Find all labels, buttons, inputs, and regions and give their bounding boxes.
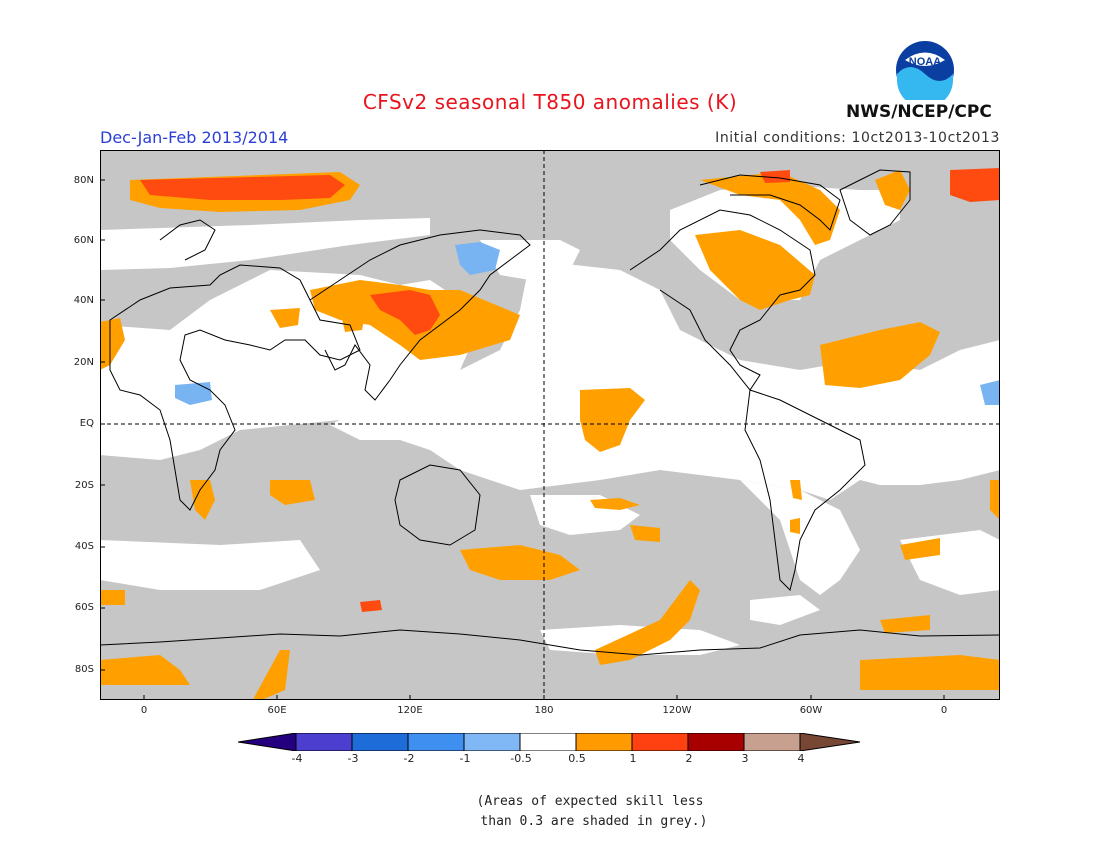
legend-swatch xyxy=(295,733,353,751)
coastlines xyxy=(100,169,1000,656)
noaa-logo-text: NOAA xyxy=(909,56,941,68)
lat-label: 20N xyxy=(73,357,94,368)
positive-anomaly-regions xyxy=(100,170,1000,700)
legend-label: -2 xyxy=(403,752,415,765)
axis-ticks xyxy=(100,179,945,700)
anomaly-map xyxy=(100,150,1000,700)
legend-cells xyxy=(295,733,801,751)
lon-label: 180 xyxy=(534,705,554,716)
legend-label: -3 xyxy=(347,752,359,765)
strong-anomaly-regions xyxy=(140,168,1000,612)
legend-label: 1 xyxy=(629,752,637,765)
noaa-logo: NOAA xyxy=(896,41,954,100)
lat-label: 60N xyxy=(73,235,94,246)
map-title: CFSv2 seasonal T850 anomalies (K) xyxy=(362,90,738,114)
lon-label: 60W xyxy=(799,705,823,716)
lat-label: 20S xyxy=(74,480,94,491)
legend-swatch xyxy=(575,733,633,751)
legend-label: 3 xyxy=(741,752,749,765)
lat-label: 40N xyxy=(73,295,94,306)
lat-label: 40S xyxy=(74,541,94,552)
legend-label: -0.5 xyxy=(510,752,532,765)
legend-swatch xyxy=(351,733,409,751)
legend-swatch xyxy=(463,733,521,751)
legend-label: 2 xyxy=(685,752,693,765)
initial-conditions-label: Initial conditions: 10ct2013-10ct2013 xyxy=(715,130,1000,146)
negative-anomaly-regions xyxy=(175,242,1000,405)
legend-swatch xyxy=(687,733,745,751)
legend-label: -4 xyxy=(291,752,303,765)
map-frame xyxy=(100,150,1000,700)
legend-swatch xyxy=(799,733,861,751)
lon-label: 60E xyxy=(267,705,287,716)
agency-label: NWS/NCEP/CPC xyxy=(846,102,992,122)
season-label: Dec-Jan-Feb 2013/2014 xyxy=(100,128,289,147)
legend-swatch xyxy=(743,733,801,751)
lon-label: 0 xyxy=(140,705,148,716)
legend-swatch xyxy=(407,733,465,751)
legend-swatch xyxy=(238,733,297,751)
lon-label: 120E xyxy=(397,705,423,716)
legend-swatch xyxy=(631,733,689,751)
legend-label: -1 xyxy=(459,752,471,765)
lat-label: 80N xyxy=(73,175,94,186)
skill-note: (Areas of expected skill less than 0.3 a… xyxy=(476,794,708,829)
legend-colorbar xyxy=(238,733,861,751)
lat-label: 60S xyxy=(74,602,94,613)
legend-label: 0.5 xyxy=(568,752,586,765)
lon-label: 120W xyxy=(662,705,692,716)
lon-label: 0 xyxy=(940,705,948,716)
legend-label: 4 xyxy=(797,752,805,765)
lat-label: EQ xyxy=(79,418,94,429)
legend-swatch xyxy=(519,733,577,751)
lat-label: 80S xyxy=(74,664,94,675)
